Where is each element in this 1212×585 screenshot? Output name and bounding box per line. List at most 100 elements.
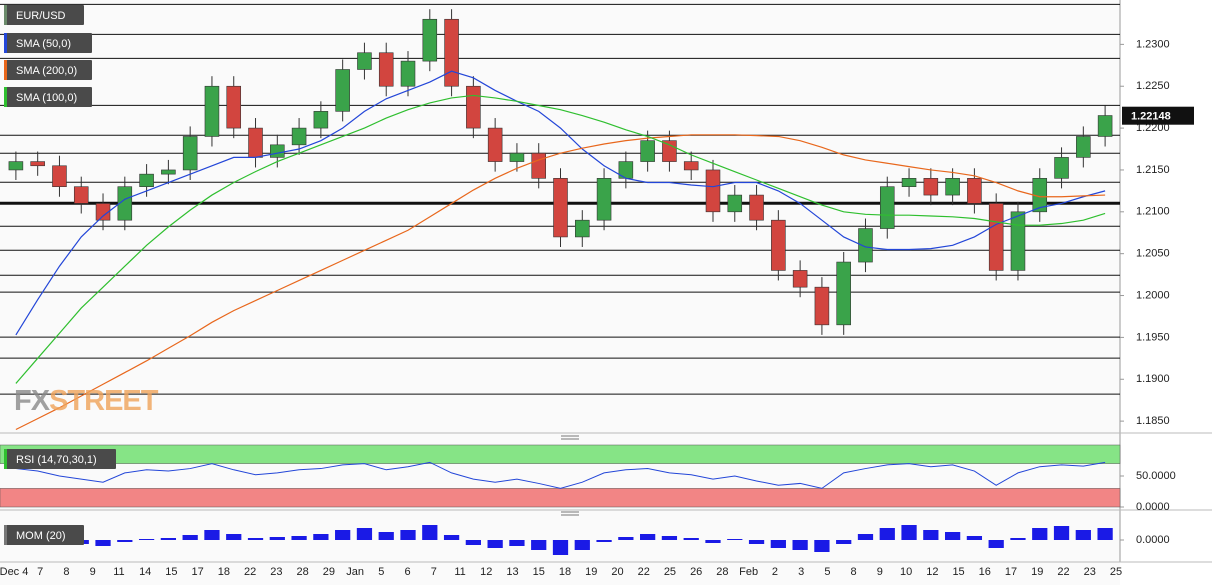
candle-body — [879, 186, 895, 229]
momentum-bar — [944, 532, 961, 540]
momentum-bar — [966, 536, 983, 540]
momentum-bar — [618, 537, 634, 540]
momentum-bar — [356, 528, 373, 540]
x-tick-label: 18 — [559, 566, 571, 578]
resize-grip[interactable] — [561, 511, 579, 516]
candle-body — [792, 270, 808, 288]
candle-body — [378, 52, 394, 87]
x-tick-label: Feb — [739, 566, 758, 578]
background-layer — [0, 3, 1124, 541]
candle-body — [662, 140, 677, 162]
legend-swatch — [4, 5, 7, 25]
x-tick-label: 22 — [638, 566, 650, 578]
momentum-bar — [901, 525, 917, 540]
legend-box — [4, 449, 116, 469]
candle-body — [8, 161, 24, 171]
candle-body — [771, 219, 786, 271]
y-tick-label: 0.0000 — [1136, 501, 1170, 513]
momentum-bar — [1097, 528, 1113, 540]
y-tick-label: 1.2100 — [1136, 206, 1170, 218]
legend-box — [4, 87, 92, 107]
momentum-bar — [313, 534, 329, 540]
legend-label: RSI (14,70,30,1) — [16, 454, 97, 466]
candle-body — [553, 178, 568, 238]
candle-body — [967, 178, 982, 204]
momentum-bar — [792, 540, 808, 550]
candle-body — [182, 136, 198, 171]
x-tick-label: Dec 4 — [0, 566, 28, 578]
momentum-bar — [640, 534, 656, 540]
candle-body — [1010, 211, 1026, 271]
x-tick-label: 29 — [323, 566, 335, 578]
x-tick-label: 23 — [270, 566, 282, 578]
candle-body — [640, 140, 655, 162]
candle-body — [335, 69, 350, 112]
legend-swatch — [4, 33, 7, 53]
x-tick-label: Jan — [346, 566, 364, 578]
candle-body — [749, 194, 764, 221]
momentum-bar — [160, 538, 177, 540]
x-tick-label: 2 — [772, 566, 778, 578]
y-tick-label: 1.2250 — [1136, 80, 1170, 92]
x-tick-label: 8 — [63, 566, 69, 578]
momentum-bar — [1053, 526, 1070, 540]
momentum-bar — [247, 538, 264, 540]
watermark-part: STREET — [49, 385, 159, 417]
candle-body — [901, 178, 917, 187]
y-tick-label: 1.2300 — [1136, 38, 1170, 50]
momentum-bar — [705, 540, 721, 543]
watermark: FXSTREET — [14, 385, 159, 417]
x-tick-label: 6 — [405, 566, 411, 578]
candle-body — [357, 52, 372, 70]
last-price-box — [1122, 106, 1194, 125]
x-tick-label: 15 — [165, 566, 177, 578]
candle-body — [988, 203, 1004, 271]
x-tick-label: 28 — [296, 566, 308, 578]
x-tick-label: 25 — [1110, 566, 1122, 578]
legend-box — [4, 5, 84, 25]
legend-box — [4, 525, 84, 545]
candle-body — [95, 203, 111, 221]
y-tick-label: 1.2150 — [1136, 164, 1170, 176]
momentum-bar — [487, 540, 503, 548]
legend-swatch — [4, 525, 7, 545]
momentum-bar — [509, 540, 525, 546]
x-tick-label: 18 — [218, 566, 230, 578]
candle-body — [1076, 136, 1091, 158]
x-tick-label: 23 — [1084, 566, 1096, 578]
mark-layer — [8, 9, 1113, 555]
momentum-bar — [531, 540, 547, 550]
x-tick-label: 16 — [979, 566, 991, 578]
candle-body — [945, 178, 960, 196]
x-tick-label: 10 — [900, 566, 912, 578]
legend-label: SMA (100,0) — [16, 92, 77, 104]
momentum-bar — [836, 540, 852, 544]
y-tick-label: 0.0000 — [1136, 534, 1170, 546]
momentum-bar — [226, 534, 242, 540]
y-tick-label: 1.2050 — [1136, 248, 1170, 260]
momentum-bar — [443, 535, 460, 540]
x-tick-label: 17 — [1005, 566, 1017, 578]
candle-body — [596, 178, 612, 221]
momentum-bar — [988, 540, 1004, 548]
rsi-zone — [0, 444, 1121, 464]
candle-body — [814, 286, 830, 326]
x-tick-label: 15 — [533, 566, 545, 578]
sma-line — [15, 134, 1106, 431]
resize-grip[interactable] — [561, 435, 579, 440]
candle-body — [52, 165, 67, 187]
momentum-bar — [857, 534, 874, 540]
momentum-bar — [879, 528, 895, 540]
label-layer: 1.2300 1.2250 1.2200 1.2150 1.2100 1.2050 1.20… — [0, 5, 1194, 578]
momentum-bar — [596, 540, 612, 542]
candle-body — [466, 85, 481, 129]
x-tick-label: 8 — [851, 566, 857, 578]
x-tick-label: 26 — [690, 566, 702, 578]
x-tick-label: 22 — [244, 566, 256, 578]
candle-body — [313, 111, 329, 129]
candle-body — [291, 127, 307, 146]
momentum-bar — [574, 540, 590, 550]
momentum-bar — [291, 536, 307, 540]
momentum-bar — [1010, 538, 1026, 540]
